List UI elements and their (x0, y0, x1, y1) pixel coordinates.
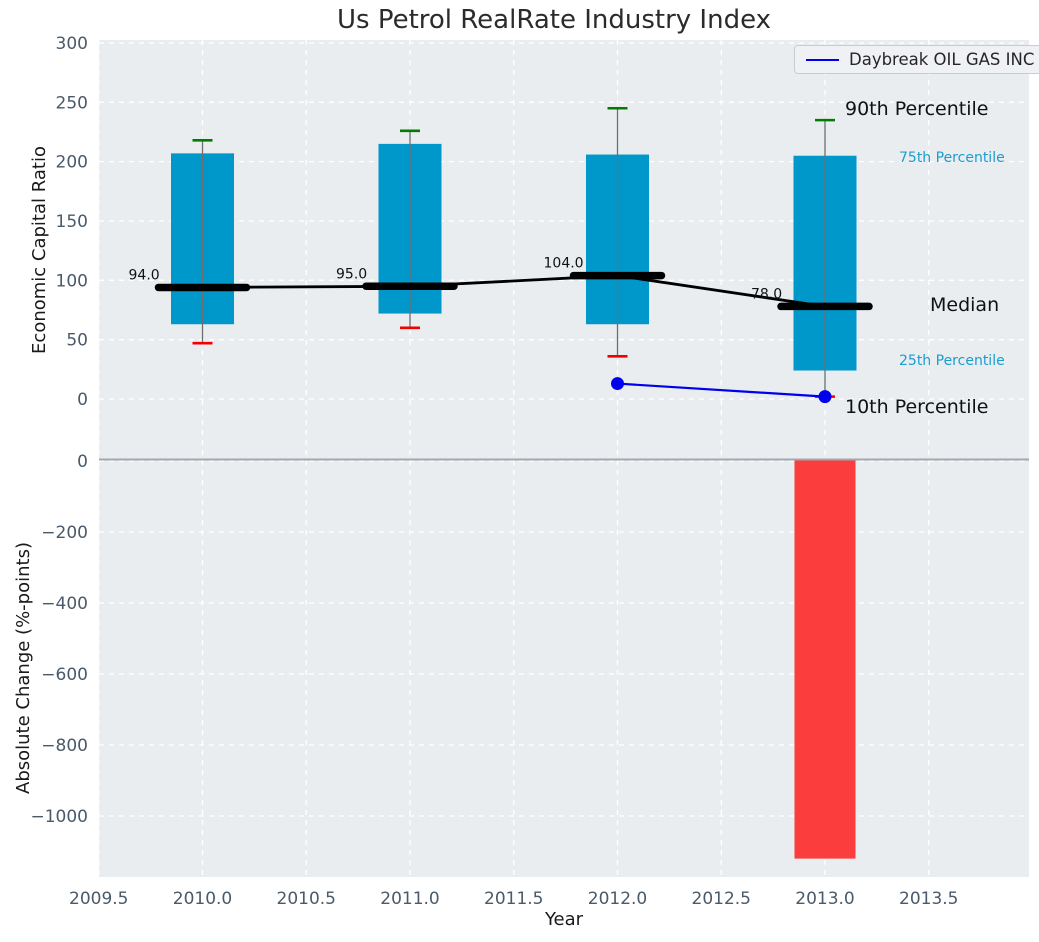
legend: Daybreak OIL GAS INC (794, 45, 1039, 74)
annotation-25th-percentile: 25th Percentile (899, 353, 1005, 369)
bottom-y-tick-label: −400 (41, 594, 88, 614)
top-y-tick-label: 250 (56, 93, 88, 113)
top-y-axis-label: Economic Capital Ratio (29, 146, 50, 354)
x-axis-label: Year (544, 909, 584, 930)
top-y-tick-label: 0 (77, 390, 88, 410)
chart-title: Us Petrol RealRate Industry Index (336, 5, 771, 35)
bottom-y-tick-label: −800 (41, 736, 88, 756)
top-y-tick-label: 200 (56, 153, 88, 173)
top-y-tick-label: 100 (56, 271, 88, 291)
series-point-2012 (611, 377, 624, 391)
legend-label: Daybreak OIL GAS INC (849, 50, 1035, 69)
median-value-label-2012: 104.0 (544, 256, 584, 272)
annotation-75th-percentile: 75th Percentile (899, 150, 1005, 166)
x-tick-label: 2012.0 (588, 889, 647, 909)
top-y-tick-label: 50 (66, 331, 88, 351)
series-point-2013 (818, 390, 832, 404)
x-tick-label: 2010.5 (277, 889, 336, 909)
median-value-label-2013: 78.0 (751, 286, 782, 302)
annotation-10th-percentile: 10th Percentile (845, 396, 989, 418)
bottom-y-tick-label: −1000 (30, 807, 88, 827)
bottom-y-tick-label: 0 (77, 452, 88, 472)
x-tick-label: 2011.5 (484, 889, 543, 909)
change-bar-2013 (794, 460, 856, 859)
bottom-y-tick-label: −600 (41, 665, 88, 685)
x-tick-label: 2009.5 (69, 889, 128, 909)
legend-line-sample (806, 58, 839, 61)
top-y-tick-label: 300 (56, 34, 88, 54)
x-tick-label: 2013.0 (795, 889, 854, 909)
annotation-90th-percentile: 90th Percentile (845, 98, 989, 120)
x-tick-label: 2010.0 (173, 889, 232, 909)
median-trend-line (202, 274, 826, 308)
series-line (617, 382, 826, 398)
x-tick-label: 2011.0 (380, 889, 439, 909)
bottom-y-tick-label: −200 (41, 523, 88, 543)
annotation-median: Median (930, 294, 1000, 316)
top-y-tick-label: 150 (56, 212, 88, 232)
bottom-y-axis-label: Absolute Change (%-points) (13, 542, 34, 794)
x-tick-label: 2013.5 (899, 889, 958, 909)
median-value-label-2010: 94.0 (129, 267, 160, 283)
x-tick-label: 2012.5 (692, 889, 751, 909)
median-value-label-2011: 95.0 (336, 266, 367, 282)
